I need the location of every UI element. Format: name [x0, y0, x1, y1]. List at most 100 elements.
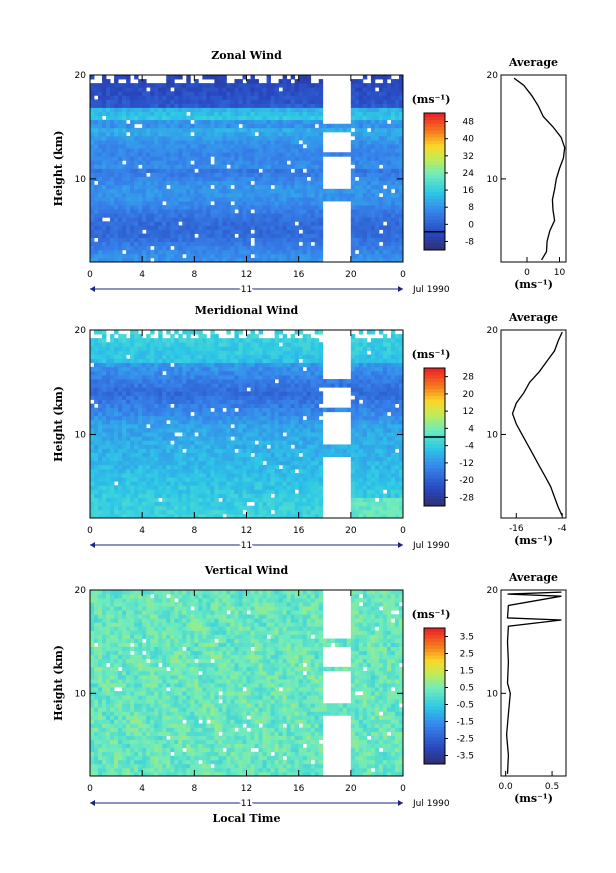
- profile-x-tick-label: 10: [554, 268, 566, 278]
- profile-x-label: (ms⁻¹): [514, 534, 553, 547]
- day-bar-arrow-right: [398, 800, 403, 806]
- colorbar-unit-label: (ms⁻¹): [412, 608, 451, 621]
- x-tick-label: 20: [345, 270, 357, 280]
- colorbar-tick-label: 3.5: [460, 633, 474, 643]
- x-tick-label: 16: [293, 526, 305, 536]
- date-label: Jul 1990: [412, 285, 450, 295]
- x-tick-label: 20: [345, 526, 357, 536]
- x-axis-title: Local Time: [213, 812, 281, 825]
- profile-line: [505, 591, 562, 774]
- profile-x-tick-label: 0.5: [545, 782, 559, 792]
- colorbar-tick-label: 8: [468, 203, 474, 213]
- colorbar-tick-label: 32: [463, 152, 474, 162]
- profile-title: Average: [508, 311, 558, 324]
- colorbar-tick-label: 0: [468, 220, 474, 230]
- profile-x-label: (ms⁻¹): [514, 792, 553, 805]
- colorbar-tick-label: -1.5: [456, 718, 474, 728]
- x-tick-label: 16: [293, 784, 305, 794]
- x-tick-label: 12: [241, 270, 252, 280]
- colorbar-tick-label: 24: [463, 169, 475, 179]
- x-tick-label: 16: [293, 270, 305, 280]
- colorbar-frame: [423, 112, 446, 251]
- panel-title: Zonal Wind: [211, 49, 282, 62]
- x-tick-label: 8: [191, 270, 197, 280]
- heatmap-field: [90, 75, 404, 263]
- colorbar-tick-label: 4: [468, 424, 474, 434]
- profile-x-label: (ms⁻¹): [514, 278, 553, 291]
- colorbar-tick-label: 48: [463, 118, 475, 128]
- day-label: 11: [241, 285, 252, 295]
- profile-y-tick-label: 20: [487, 326, 499, 336]
- x-tick-label: 0: [87, 270, 93, 280]
- x-tick-label: 8: [191, 526, 197, 536]
- profile-x-tick-label: -16: [509, 524, 524, 534]
- day-label: 11: [241, 541, 252, 551]
- colorbar-tick-label: -4: [465, 442, 474, 452]
- x-tick-label: 0: [400, 784, 406, 794]
- day-bar-arrow-left: [90, 542, 95, 548]
- profile-title: Average: [508, 571, 558, 584]
- panel-title: Meridional Wind: [195, 304, 299, 317]
- x-tick-label: 8: [191, 784, 197, 794]
- x-tick-label: 12: [241, 784, 252, 794]
- colorbar-frame: [423, 627, 446, 765]
- panel-1: Meridional Wind 10 20 0 4 8 12 16 20 0 Height (km)…: [52, 304, 567, 553]
- profile-y-tick-label: 20: [487, 71, 499, 81]
- x-tick-label: 0: [400, 270, 406, 280]
- date-label: Jul 1990: [412, 799, 450, 809]
- profile-y-tick-label: 10: [487, 430, 499, 440]
- day-label: 11: [241, 799, 252, 809]
- colorbar-tick-label: 1.5: [460, 667, 474, 677]
- date-label: Jul 1990: [412, 541, 450, 551]
- x-tick-label: 12: [241, 526, 252, 536]
- x-tick-label: 4: [139, 270, 145, 280]
- colorbar-tick-label: -2.5: [456, 735, 474, 745]
- colorbar-tick-label: -20: [459, 476, 474, 486]
- colorbar-tick-label: 2.5: [460, 650, 474, 660]
- profile-y-tick-label: 20: [487, 586, 499, 596]
- y-axis-label: Height (km): [52, 386, 65, 462]
- y-tick-label: 10: [75, 689, 87, 699]
- y-tick-label: 10: [75, 430, 87, 440]
- y-axis-label: Height (km): [52, 131, 65, 207]
- x-tick-label: 0: [87, 526, 93, 536]
- y-tick-label: 20: [75, 586, 87, 596]
- profile-y-tick-label: 10: [487, 689, 499, 699]
- profile-x-tick-label: 0: [524, 268, 530, 278]
- colorbar-tick-label: 20: [463, 390, 475, 400]
- colorbar-tick-label: 12: [463, 407, 474, 417]
- profile-x-tick-label: 0.0: [498, 782, 513, 792]
- y-tick-label: 20: [75, 326, 87, 336]
- profile-frame: [500, 74, 567, 263]
- colorbar-unit-label: (ms⁻¹): [412, 93, 451, 106]
- x-tick-label: 20: [345, 784, 357, 794]
- day-bar-arrow-right: [398, 542, 403, 548]
- profile-line: [511, 331, 563, 517]
- colorbar-tick-label: -8: [465, 237, 474, 247]
- x-tick-label: 0: [400, 526, 406, 536]
- colorbar-tick-label: 16: [463, 186, 475, 196]
- x-tick-label: 0: [87, 784, 93, 794]
- colorbar-tick-label: 40: [463, 135, 475, 145]
- profile-frame: [500, 329, 567, 519]
- x-tick-label: 4: [139, 526, 145, 536]
- colorbar-tick-label: -3.5: [456, 752, 474, 762]
- y-tick-label: 20: [75, 71, 87, 81]
- profile-line: [513, 77, 566, 261]
- x-tick-label: 4: [139, 784, 145, 794]
- colorbar-tick-label: -12: [459, 459, 474, 469]
- colorbar-unit-label: (ms⁻¹): [412, 348, 451, 361]
- profile-y-tick-label: 10: [487, 175, 499, 185]
- y-axis-label: Height (km): [52, 645, 65, 721]
- colorbar-tick-label: 0.5: [460, 684, 474, 694]
- colorbar-tick-label: 28: [463, 373, 475, 383]
- profile-x-tick-label: -4: [558, 524, 567, 534]
- panel-title: Vertical Wind: [204, 564, 289, 577]
- day-bar-arrow-left: [90, 800, 95, 806]
- panel-2: Vertical Wind 10 20 0 4 8 12 16 20 0 Height (km) 11…: [52, 564, 567, 825]
- colorbar-tick-label: -28: [459, 493, 474, 503]
- day-bar-arrow-right: [398, 286, 403, 292]
- profile-title: Average: [508, 56, 558, 69]
- colorbar-tick-label: -0.5: [456, 701, 474, 711]
